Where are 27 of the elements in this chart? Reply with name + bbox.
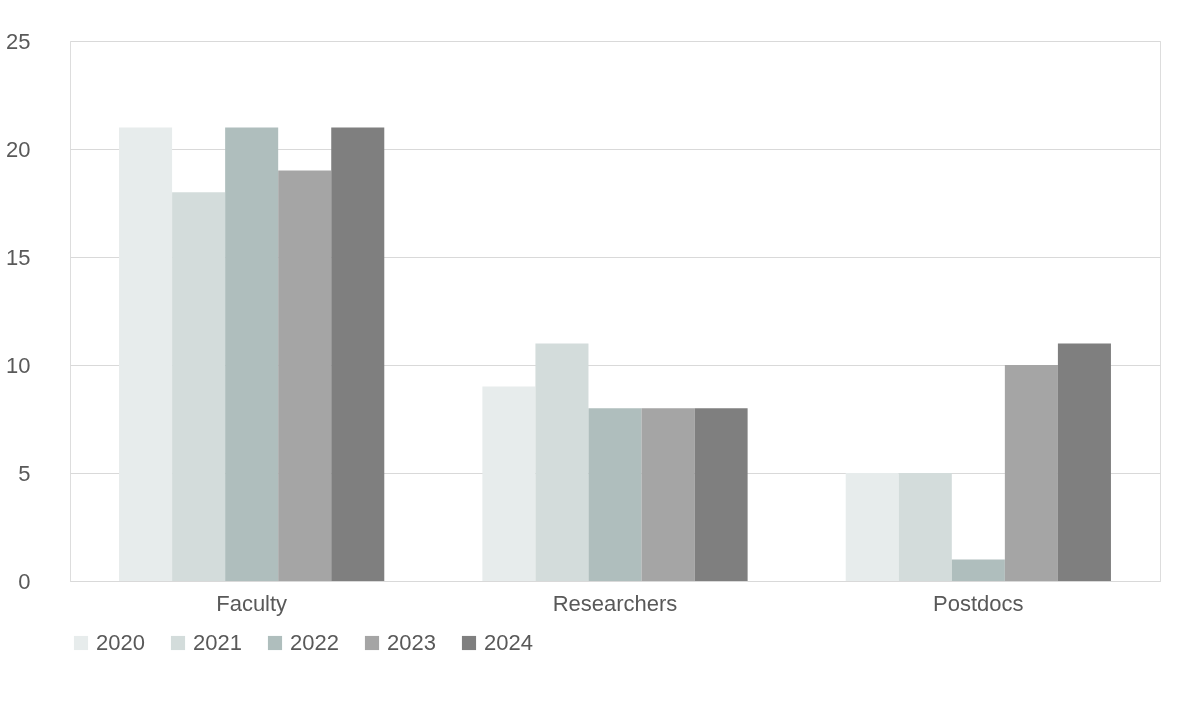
bar [951, 559, 1005, 581]
y-tick-label: 20 [6, 136, 31, 162]
bar [1057, 343, 1111, 581]
bar [172, 192, 226, 581]
bar [588, 408, 642, 581]
bar [482, 386, 536, 581]
bar [641, 408, 695, 581]
legend-label: 2023 [387, 630, 436, 655]
y-tick-label: 25 [6, 28, 31, 54]
legend-label: 2021 [193, 630, 242, 655]
bar [331, 127, 385, 581]
bar [694, 408, 748, 581]
bar [1004, 365, 1058, 581]
legend-label: 2024 [484, 630, 533, 655]
y-tick-label: 15 [6, 244, 31, 270]
x-tick-label: Faculty [216, 590, 288, 616]
bar [278, 170, 332, 581]
x-tick-label: Researchers [552, 590, 678, 616]
bar [119, 127, 173, 581]
x-tick-label: Postdocs [933, 590, 1024, 616]
bar [225, 127, 279, 581]
legend-label: 2020 [96, 630, 145, 655]
y-tick-label: 10 [6, 352, 31, 378]
y-tick-label: 5 [18, 460, 31, 486]
legend-label: 2022 [290, 630, 339, 655]
y-tick-label: 0 [18, 568, 31, 594]
bar [845, 473, 899, 581]
